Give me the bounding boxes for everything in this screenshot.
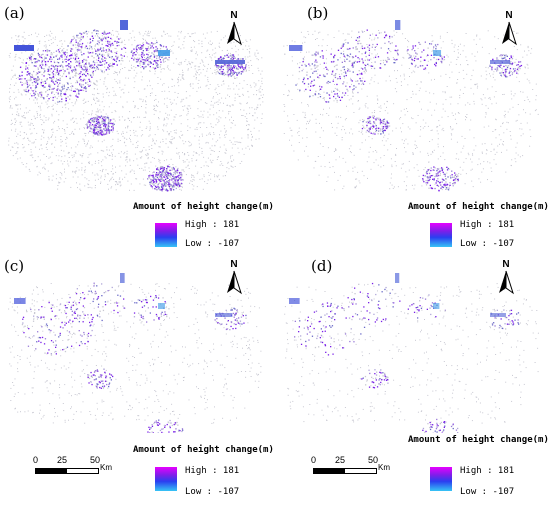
scale-tick-label: 50 [368,455,379,465]
scale-tick-label: 25 [57,455,68,465]
height-change-map [284,273,539,433]
legend-title: Amount of height change(m) [408,202,549,212]
north-arrow-icon: N [222,10,246,50]
legend-title: Amount of height change(m) [133,202,274,212]
legend-color-ramp [155,467,177,491]
legend-color-ramp [430,223,452,247]
north-arrow-icon: N [497,10,521,50]
scale-bar: 0 25 50 Km [33,455,123,483]
scale-tick-label: 0 [311,455,317,465]
legend-high-label: High : 181 [185,466,240,476]
legend-high-label: High : 181 [460,220,515,230]
scale-unit: Km [100,463,112,472]
height-change-map [8,20,264,192]
panel-label: (a) [4,4,25,22]
legend-low-label: Low : -107 [460,487,515,497]
legend-high-label: High : 181 [185,220,240,230]
scale-bar-segment [313,468,346,474]
legend-low-label: Low : -107 [185,239,240,249]
map-panel-c: (c) N 0 25 50 Km Amount of height change… [0,253,275,506]
scale-tick-label: 50 [90,455,101,465]
legend-title: Amount of height change(m) [133,445,274,455]
map-panel-d: (d) N 0 25 50 Km Amount of height change… [275,253,550,506]
legend-low-label: Low : -107 [460,239,515,249]
legend-high-label: High : 181 [460,466,515,476]
legend-color-ramp [430,467,452,491]
scale-unit: Km [378,463,390,472]
scale-bar-segment [35,468,68,474]
legend-low-label: Low : -107 [185,487,240,497]
north-arrow-icon: N [222,259,246,299]
scale-bar: 0 25 50 Km [311,455,401,483]
scale-tick-label: 0 [33,455,39,465]
height-change-map [283,20,539,192]
scale-bar-segment [66,468,99,474]
map-panel-a: (a) N Amount of height change(m) High : … [0,0,275,253]
panel-label: (b) [307,4,329,22]
legend-title: Amount of height change(m) [408,435,549,445]
scale-tick-label: 25 [335,455,346,465]
panel-label: (d) [311,257,333,275]
north-arrow-icon: N [494,259,518,299]
legend-color-ramp [155,223,177,247]
panel-label: (c) [4,257,25,275]
map-panel-b: (b) N Amount of height change(m) High : … [275,0,550,253]
scale-bar-segment [344,468,377,474]
height-change-map [8,273,262,433]
